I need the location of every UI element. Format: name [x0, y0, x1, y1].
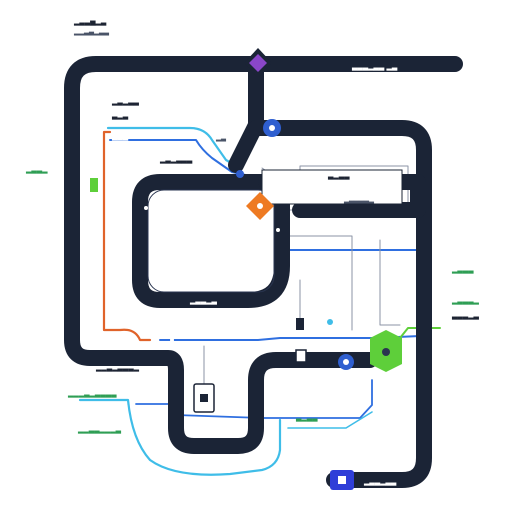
label-bottom-left-green-2: ▂▂▃▃▂▂▂▃: [77, 426, 122, 434]
station-blue-top[interactable]: [263, 119, 281, 137]
dot-icon: [327, 319, 333, 325]
grey-route-2: [287, 235, 353, 331]
dot-icon: [170, 338, 174, 342]
inner-frame-inner-edge: [147, 189, 275, 293]
cyan-route-bottom: [78, 398, 282, 476]
label-mid-d: ▂▃▃▃▃▂: [343, 196, 375, 204]
left-node-icon: [70, 180, 80, 192]
label-mid-b: ▂▃: [215, 134, 227, 142]
label-bottom-right: ▂▃▃▂▃▃: [363, 478, 397, 486]
blue-square-core-icon: [338, 476, 346, 484]
white-box-core-icon: [200, 394, 208, 402]
label-right-green-1: ▂▃▃▃: [451, 266, 474, 274]
orange-dot-icon: [257, 203, 263, 209]
mid-track: [258, 174, 426, 218]
green-tab-icon: [90, 178, 98, 192]
station-left-node[interactable]: [70, 178, 98, 192]
dot-icon: [276, 228, 280, 232]
label-top-right: ▃▃▃▂▃▃ ▂▃: [351, 63, 398, 71]
mid-marker-2-icon: [295, 349, 307, 363]
station-white-box[interactable]: [193, 383, 215, 413]
diagonal-track: [228, 56, 264, 173]
station-blue-bottom[interactable]: [330, 470, 354, 490]
station-blue-mid[interactable]: [338, 354, 354, 370]
label-left-a: ▂▃▂▃▃: [111, 98, 140, 106]
label-left-green: ▂▃▃▂: [25, 166, 48, 174]
cyan-route-top: [106, 126, 242, 170]
station-green[interactable]: [370, 330, 402, 372]
green-dot-icon: [382, 348, 390, 356]
blue-route-top: [109, 139, 251, 177]
label-right-green-2: ▂▃▃▃▂: [451, 297, 480, 305]
label-left-b: ▃▂▃: [111, 112, 129, 120]
label-mid-top: ▂▃▂▃▃▃: [159, 156, 193, 164]
label-mid-c: ▃▂▃▃: [327, 172, 350, 180]
label-right-green-3: ▃▃▃▂▃: [451, 312, 480, 320]
orange-route: [102, 130, 152, 342]
label-top-left-2: ▂▂▃▄▂▃▃: [73, 28, 110, 36]
dot-icon: [236, 170, 244, 178]
grey-route-3: [379, 239, 401, 326]
label-left-c: ▃▂▃: [111, 133, 129, 141]
station-purple[interactable]: [244, 48, 272, 78]
right-track: [248, 120, 432, 488]
outer-track: [64, 56, 463, 454]
label-bottom-left-green-1: ▂▂▂▃▂▃▃▃▃: [67, 390, 117, 398]
station-orange[interactable]: [246, 192, 274, 220]
dot-icon: [144, 206, 148, 210]
blue-mid-dot-icon: [343, 359, 349, 365]
white-panel: [261, 169, 403, 205]
stations: [70, 48, 402, 490]
mid-marker-icon: [296, 318, 304, 330]
label-top-left-1: ▂▃▃▅▂▃: [73, 18, 107, 26]
teal-route-bottom: [287, 411, 373, 429]
station-mid-marker[interactable]: [295, 318, 307, 363]
label-mid-bottom-green: ▃▂▃▃: [295, 414, 318, 422]
white-dot-icon: [269, 125, 275, 131]
label-frame-bottom: ▂▃▃▂▃: [189, 297, 218, 305]
small-dots: [144, 170, 333, 342]
label-bottom-left-1: ▂▂▃▂▃▃▃▂: [95, 364, 140, 372]
labels: ▂▃▃▅▂▃ ▂▂▃▄▂▃▃ ▃▃▃▂▃▃ ▂▃ ▂▃▂▃▃ ▃▂▃ ▃▂▃ ▂…: [25, 18, 480, 486]
purple-core-icon: [249, 54, 267, 72]
